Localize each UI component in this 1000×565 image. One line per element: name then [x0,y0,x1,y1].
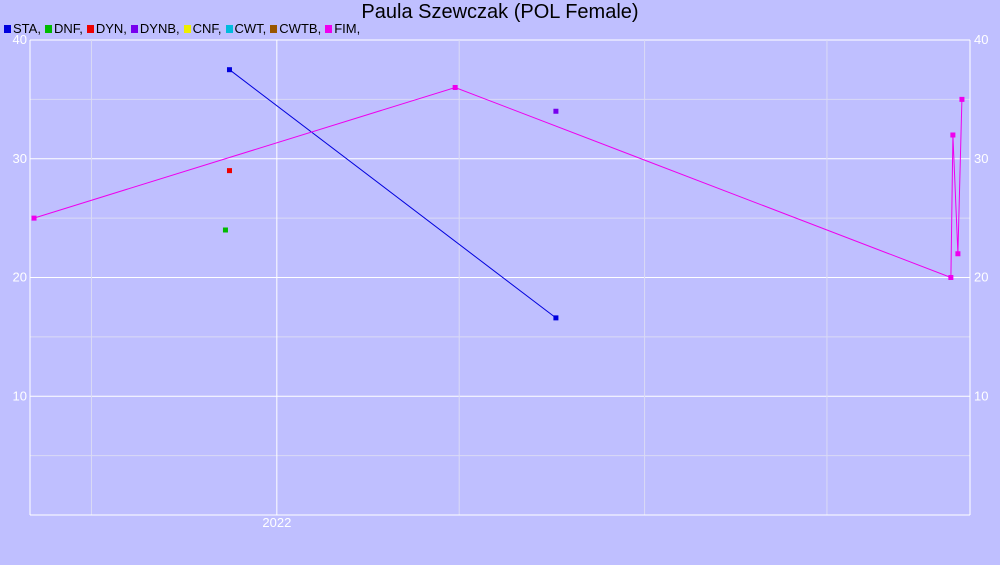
data-point-sta [553,315,559,321]
y-tick-label-left: 30 [13,151,27,166]
legend-item: STA, [4,21,41,36]
legend-label: CWT, [234,21,267,36]
data-point-fim [955,251,961,257]
y-tick-label-right: 10 [974,388,988,403]
legend-swatch [44,24,52,33]
data-point-sta [226,67,232,73]
legend-item: CWTB, [270,21,321,36]
legend-swatch [225,24,233,33]
legend-item: CNF, [183,21,222,36]
y-tick-label-right: 20 [974,270,988,285]
legend-swatch [4,24,11,33]
legend-swatch [130,24,138,33]
legend-label: STA, [13,21,41,36]
data-point-dnf [222,227,228,233]
data-point-dyn [226,168,232,174]
legend-label: DYNB, [139,21,180,36]
data-point-dynb [553,108,559,114]
legend-swatch [183,24,191,33]
series-line-sta [229,69,557,319]
legend-swatch [86,24,94,33]
y-tick-label-left: 40 [13,32,27,47]
legend-item: DNF, [44,21,83,36]
data-point-fim [31,215,37,221]
y-tick-label-right: 40 [974,32,988,47]
y-tick-label-left: 10 [13,388,27,403]
legend-item: CWT, [225,21,267,36]
legend-label: CNF, [192,21,222,36]
chart-title: Paula Szewczak (POL Female) [361,1,639,23]
legend-label: FIM, [334,21,361,36]
data-point-fim [959,96,965,102]
legend: STA, DNF, DYN, DYNB, CNF, CWT, CWTB, FIM, [4,21,364,36]
legend-item: DYNB, [130,21,180,36]
x-tick-label: 2022 [262,515,291,530]
legend-label: CWTB, [279,21,322,36]
series-line-fim [33,86,963,279]
data-point-fim [452,85,458,90]
legend-item: DYN, [86,21,127,36]
legend-swatch [325,24,333,33]
y-tick-label-right: 30 [974,151,988,166]
legend-label: DNF, [53,21,83,36]
legend-item: FIM, [325,21,360,36]
data-point-fim [950,132,956,138]
data-point-fim [948,275,954,280]
legend-swatch [270,24,278,33]
y-tick-label-left: 20 [13,270,27,285]
legend-label: DYN, [95,21,127,36]
